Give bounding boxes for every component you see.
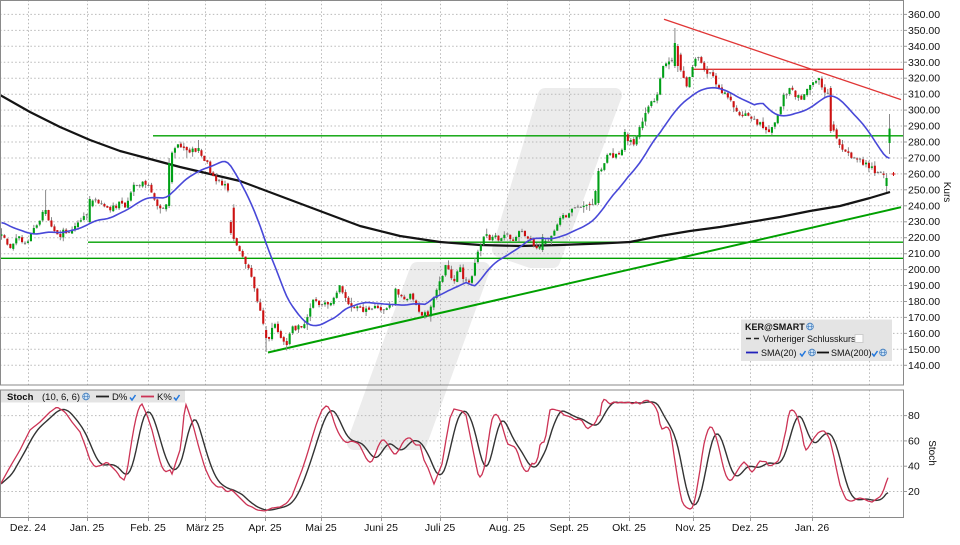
svg-text:210.00: 210.00 — [908, 248, 940, 260]
svg-text:340.00: 340.00 — [908, 41, 940, 53]
svg-text:40: 40 — [908, 461, 920, 473]
svg-text:Sept. 25: Sept. 25 — [549, 522, 588, 534]
svg-text:260.00: 260.00 — [908, 168, 940, 180]
svg-text:200.00: 200.00 — [908, 264, 940, 276]
svg-text:290.00: 290.00 — [908, 121, 940, 133]
svg-text:Feb. 25: Feb. 25 — [130, 522, 166, 534]
svg-text:230.00: 230.00 — [908, 216, 940, 228]
svg-text:60: 60 — [908, 435, 920, 447]
svg-text:Jan. 25: Jan. 25 — [70, 522, 105, 534]
svg-text:80: 80 — [908, 410, 920, 422]
svg-text:160.00: 160.00 — [908, 328, 940, 340]
svg-text:270.00: 270.00 — [908, 153, 940, 165]
svg-text:D%: D% — [112, 392, 128, 403]
svg-text:Mai 25: Mai 25 — [305, 522, 337, 534]
svg-text:330.00: 330.00 — [908, 57, 940, 69]
svg-text:März 25: März 25 — [186, 522, 224, 534]
svg-text:240.00: 240.00 — [908, 200, 940, 212]
svg-text:Dez. 24: Dez. 24 — [10, 522, 46, 534]
svg-text:Juni 25: Juni 25 — [364, 522, 398, 534]
svg-text:280.00: 280.00 — [908, 137, 940, 149]
svg-text:K%: K% — [157, 392, 172, 403]
svg-text:Aug. 25: Aug. 25 — [489, 522, 525, 534]
svg-text:Kurs: Kurs — [941, 182, 952, 203]
svg-text:190.00: 190.00 — [908, 280, 940, 292]
svg-text:350.00: 350.00 — [908, 25, 940, 37]
svg-text:250.00: 250.00 — [908, 184, 940, 196]
svg-text:KER@SMART: KER@SMART — [745, 322, 805, 332]
svg-text:Stoch: Stoch — [926, 440, 937, 466]
svg-text:220.00: 220.00 — [908, 232, 940, 244]
svg-text:Jan. 26: Jan. 26 — [795, 522, 830, 534]
svg-text:140.00: 140.00 — [908, 360, 940, 372]
svg-text:Apr. 25: Apr. 25 — [248, 522, 281, 534]
svg-text:Dez. 25: Dez. 25 — [732, 522, 768, 534]
svg-text:SMA(20): SMA(20) — [761, 348, 797, 358]
svg-text:Okt. 25: Okt. 25 — [612, 522, 646, 534]
svg-text:360.00: 360.00 — [908, 9, 940, 21]
svg-text:Nov. 25: Nov. 25 — [675, 522, 711, 534]
svg-text:20: 20 — [908, 486, 920, 498]
svg-text:300.00: 300.00 — [908, 105, 940, 117]
svg-text:150.00: 150.00 — [908, 344, 940, 356]
svg-text:180.00: 180.00 — [908, 296, 940, 308]
svg-text:170.00: 170.00 — [908, 312, 940, 324]
svg-text:(10, 6, 6): (10, 6, 6) — [42, 392, 80, 403]
svg-text:310.00: 310.00 — [908, 89, 940, 101]
svg-text:Stoch: Stoch — [7, 392, 34, 403]
svg-text:Vorheriger Schlusskurs: Vorheriger Schlusskurs — [763, 334, 856, 344]
svg-text:Juli 25: Juli 25 — [425, 522, 456, 534]
svg-text:SMA(200): SMA(200) — [831, 348, 872, 358]
svg-text:320.00: 320.00 — [908, 73, 940, 85]
